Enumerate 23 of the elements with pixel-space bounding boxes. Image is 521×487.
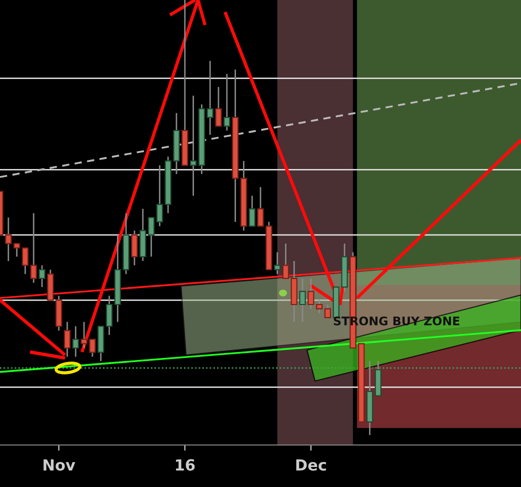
candlestick: [215, 86, 222, 127]
x-tick-label: Nov: [44, 459, 76, 471]
candlestick: [106, 295, 113, 336]
candlestick: [324, 304, 332, 318]
x-tick-label: 16: [176, 459, 195, 471]
candlestick: [282, 242, 290, 280]
candlestick: [38, 264, 46, 288]
candlestick: [299, 278, 306, 323]
candlestick: [190, 95, 197, 196]
candlestick: [206, 60, 214, 136]
x-tick-label: Dec: [296, 459, 326, 471]
candlestick: [72, 326, 79, 358]
candlestick: [22, 247, 29, 275]
candlestick: [248, 195, 256, 227]
candlestick: [30, 212, 37, 284]
candlestick: [308, 278, 314, 310]
candlestick: [131, 230, 138, 266]
candlestick: [274, 252, 281, 275]
candlestick: [316, 299, 323, 314]
candlestick: [64, 321, 71, 358]
candlestick: [224, 73, 230, 132]
candlestick: [13, 242, 20, 258]
candlestick: [148, 216, 155, 258]
